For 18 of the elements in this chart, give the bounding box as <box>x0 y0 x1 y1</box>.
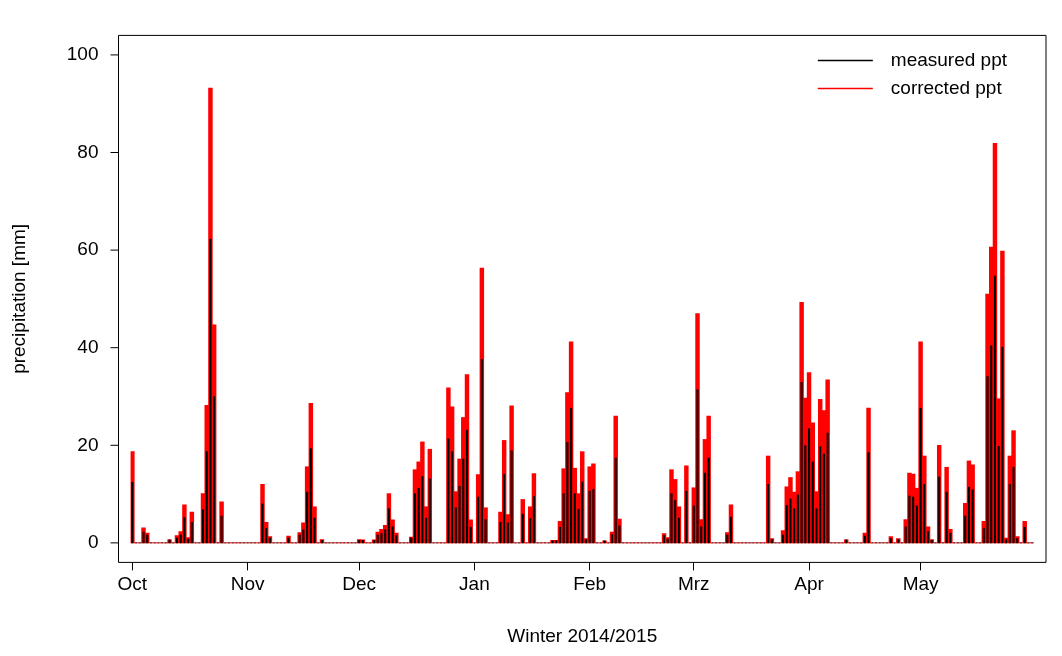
x-tick-label: Mrz <box>677 573 710 595</box>
x-tick-label: Feb <box>573 573 607 595</box>
legend-label: measured ppt <box>890 48 1008 70</box>
y-axis-title: precipitation [mm] <box>7 223 29 374</box>
x-tick-label: Dec <box>342 573 377 595</box>
x-axis-title: Winter 2014/2015 <box>507 624 658 646</box>
x-tick-label: Apr <box>794 573 825 595</box>
y-tick-label: 60 <box>77 238 99 260</box>
y-tick-label: 20 <box>77 433 99 455</box>
x-tick-label: Oct <box>117 573 148 595</box>
x-tick-label: May <box>902 573 940 595</box>
y-tick-label: 40 <box>77 335 99 357</box>
x-tick-label: Jan <box>459 573 490 595</box>
y-tick-label: 80 <box>77 140 99 162</box>
x-tick-label: Nov <box>230 573 266 595</box>
y-tick-label: 0 <box>87 531 99 553</box>
legend-label: corrected ppt <box>890 76 1003 98</box>
y-tick-label: 100 <box>66 43 99 65</box>
